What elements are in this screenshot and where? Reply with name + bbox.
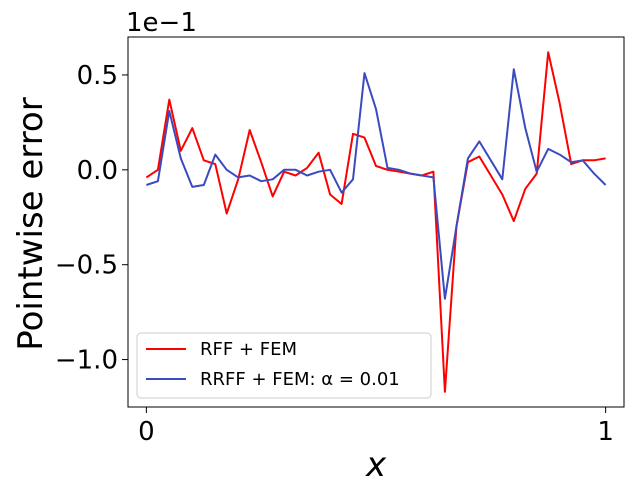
x-tick-label-0: 0 [138,417,155,447]
legend: RFF + FEM RRFF + FEM: α = 0.01 [136,332,432,399]
legend-label-rrff-fem: RRFF + FEM: α = 0.01 [200,369,400,390]
plot-frame [127,36,625,408]
series-line-0 [145,51,606,393]
x-tick-label-1: 1 [597,417,614,447]
x-axis-label: x [365,445,387,485]
y-tick-label-1: −0.5 [55,251,118,281]
y-axis-label: Pointwise error [11,97,51,350]
ticks-layer: 0 1 −1.0 −0.5 0.0 0.5 [55,61,614,447]
series-layer [145,51,607,393]
y-tick-label-3: 0.5 [77,61,118,91]
offset-text: 1e−1 [126,8,197,38]
y-tick-label-0: −1.0 [55,346,118,376]
legend-label-rff-fem: RFF + FEM [200,339,297,360]
series-line-1 [146,68,607,300]
y-tick-label-2: 0.0 [77,156,118,186]
legend-box [136,332,432,399]
